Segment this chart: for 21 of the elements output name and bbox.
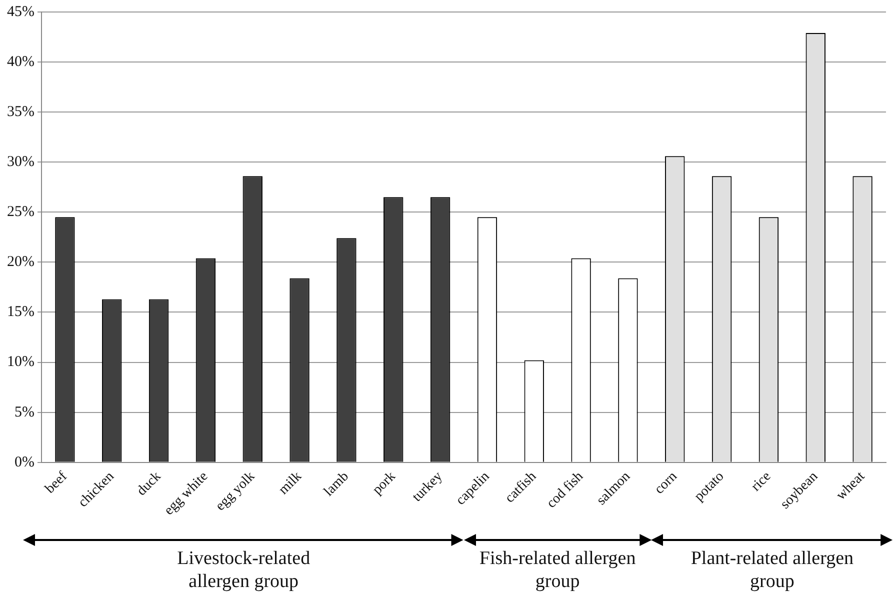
x-tick-label: beef xyxy=(42,468,71,497)
y-tick-label: 0% xyxy=(14,454,34,470)
y-tick-label: 10% xyxy=(6,354,34,370)
y-tick-label: 25% xyxy=(6,204,34,220)
y-tick-label: 5% xyxy=(14,404,34,420)
y-tick-label: 30% xyxy=(6,154,34,170)
y-tick-label: 15% xyxy=(6,304,34,320)
x-tick-label: cod fish xyxy=(544,469,586,512)
y-tick-label: 35% xyxy=(6,104,34,120)
y-tick-label: 20% xyxy=(6,254,34,270)
x-tick-label: rice xyxy=(748,469,774,495)
x-tick-label: egg white xyxy=(162,469,212,518)
x-tick-label: corn xyxy=(652,469,680,498)
y-tick-label: 45% xyxy=(6,4,34,20)
x-tick-label: duck xyxy=(134,469,164,499)
text: Plant-related allergen group xyxy=(690,547,855,593)
text: Livestock-related allergen group xyxy=(176,547,312,593)
y-tick-label: 40% xyxy=(6,54,34,70)
x-tick-label: lamb xyxy=(321,469,352,500)
text: Fish-related allergen group xyxy=(478,547,637,593)
x-tick-label: milk xyxy=(276,469,305,498)
